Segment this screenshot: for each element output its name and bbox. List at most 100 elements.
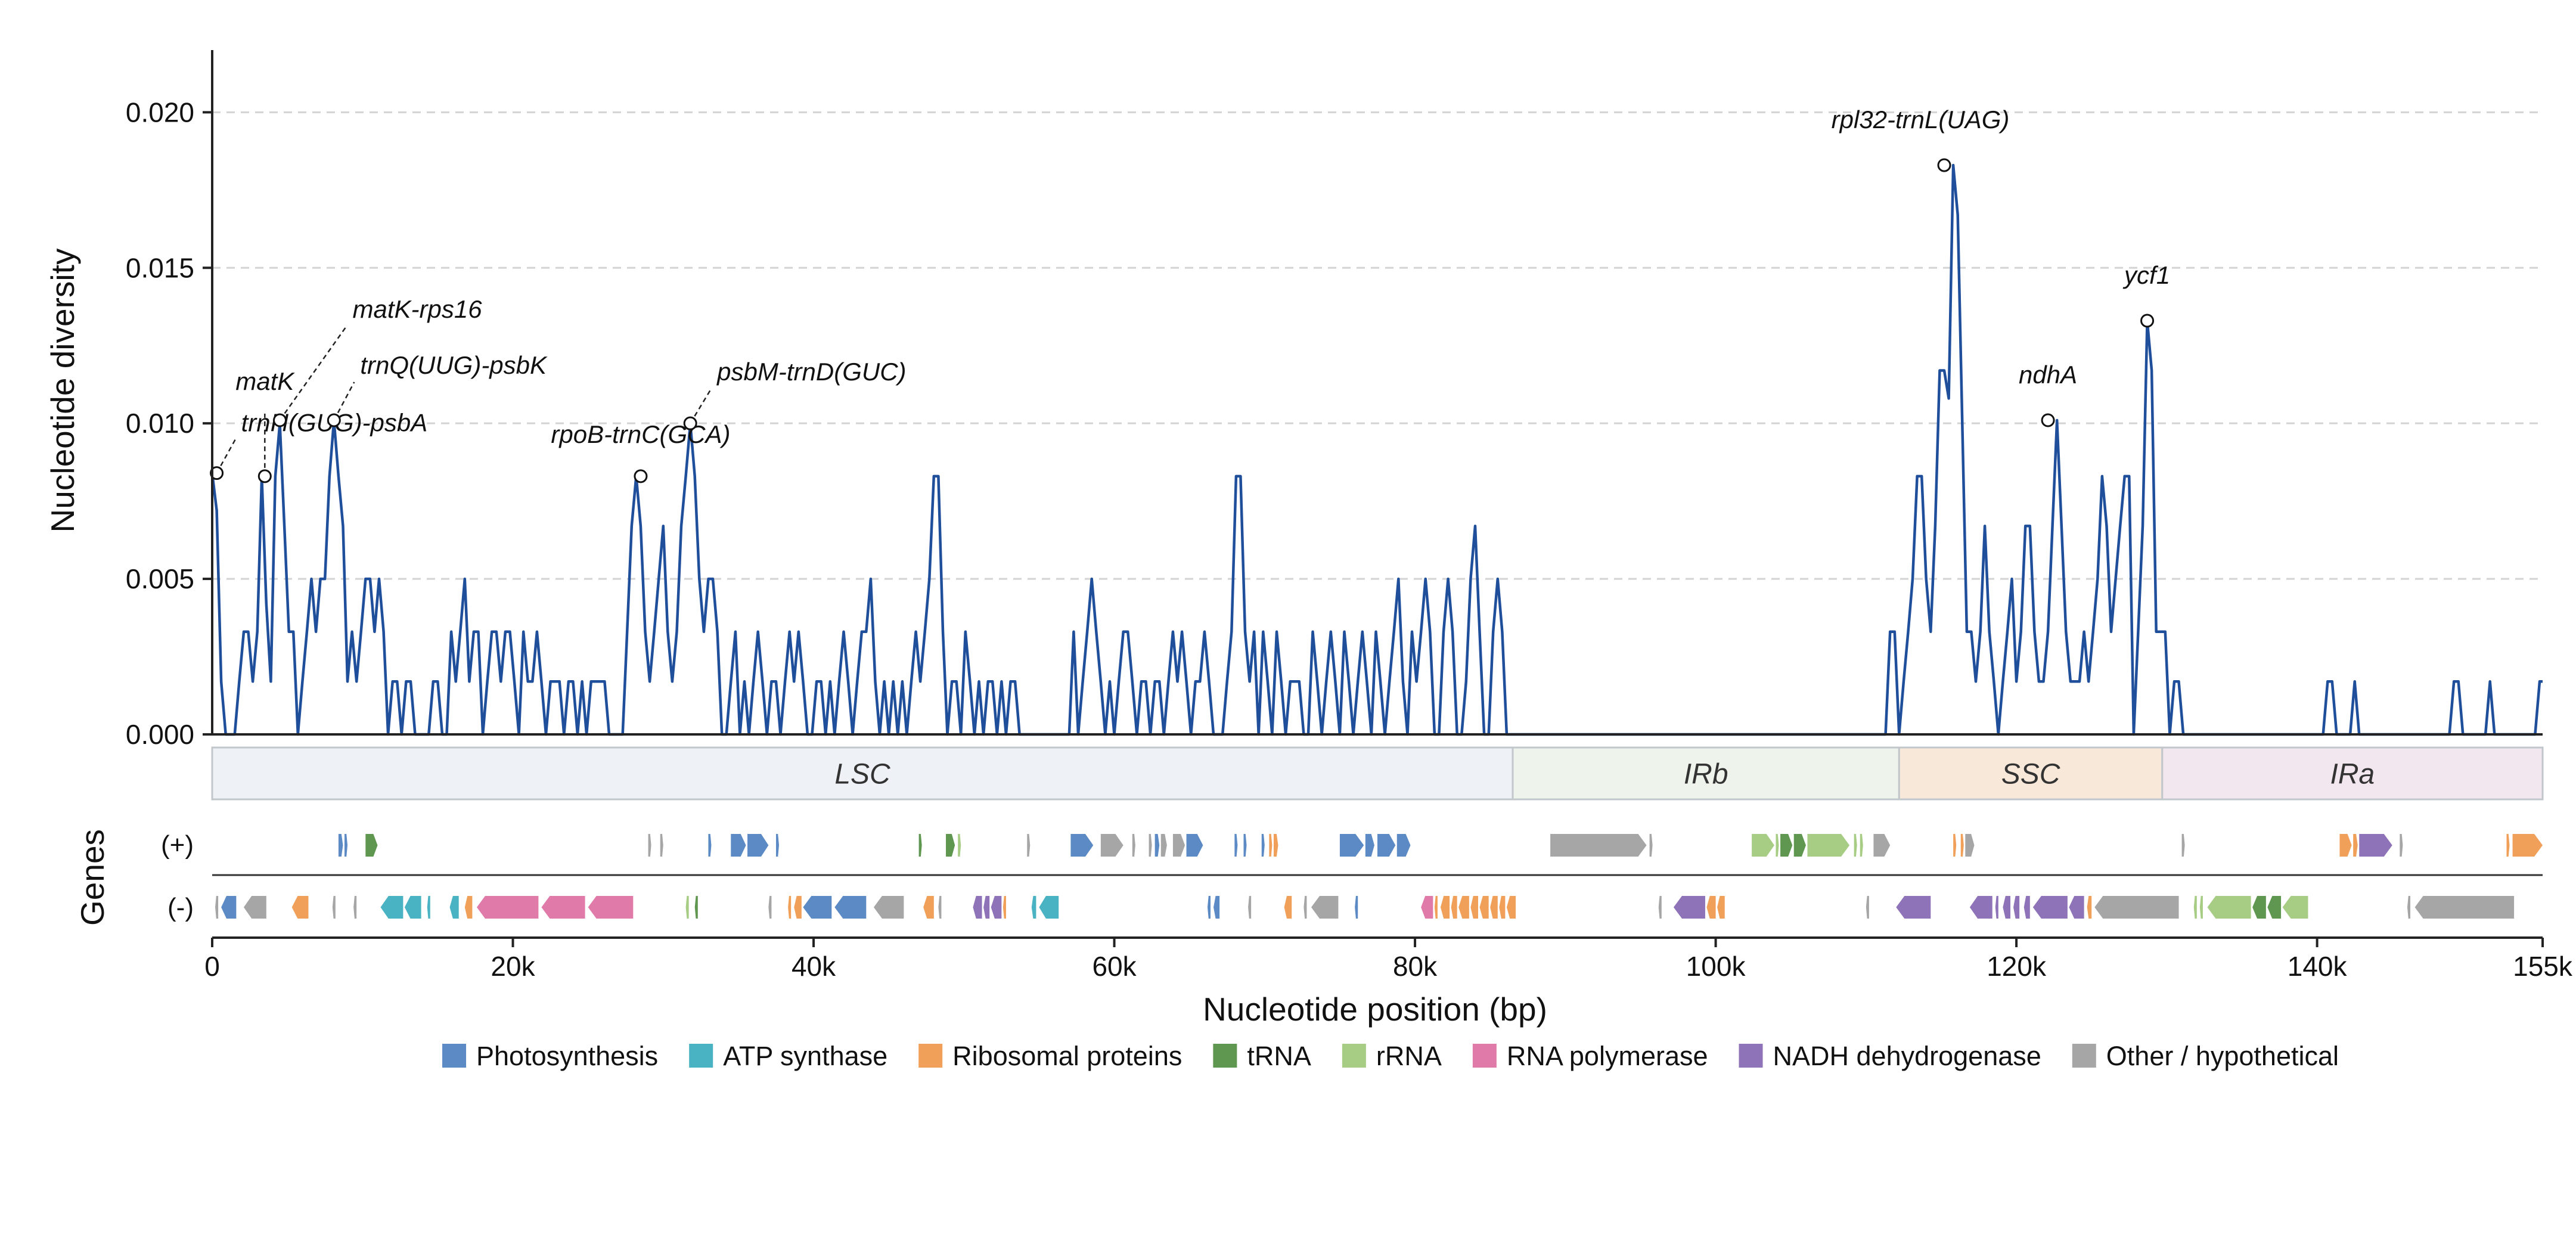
legend: Photosynthesis ATP synthase Ribosomal prot…: [442, 1041, 2339, 1071]
x-tick-label: 60k: [1092, 951, 1137, 982]
gene-minus-5: [353, 896, 357, 919]
gene-minus-55: [2003, 896, 2011, 919]
gene-plus-38: [1854, 834, 1857, 857]
peak-leader-line: [690, 388, 712, 424]
gene-plus-8: [775, 834, 780, 857]
y-tick-label: 0.020: [126, 97, 194, 128]
gene-plus-41: [1953, 834, 1957, 857]
gene-minus-3: [291, 896, 309, 919]
peak-marker: [2140, 314, 2155, 328]
gene-plus-23: [1243, 834, 1247, 857]
legend-swatch: [2072, 1044, 2096, 1068]
gene-plus-2: [365, 834, 378, 857]
gene-plus-26: [1273, 834, 1278, 857]
gene-minus-10: [464, 896, 473, 919]
gene-minus-63: [2199, 896, 2203, 919]
gene-plus-36: [1793, 834, 1806, 857]
gene-minus-15: [694, 896, 698, 919]
gene-plus-33: [1752, 834, 1774, 857]
x-tick-label: 0: [204, 951, 220, 982]
gene-minus-34: [1303, 896, 1307, 919]
gene-minus-54: [1995, 896, 1998, 919]
gene-plus-37: [1807, 834, 1850, 857]
legend-swatch: [1739, 1044, 1763, 1068]
x-axis-title: Nucleotide position (bp): [1203, 991, 1547, 1028]
gene-minus-14: [685, 896, 689, 919]
legend-label: Other / hypothetical: [2106, 1041, 2339, 1071]
region-label: SSC: [2001, 759, 2060, 790]
peak-marker: [683, 416, 697, 430]
gene-minus-57: [2023, 896, 2030, 919]
gene-plus-10: [946, 834, 955, 857]
gene-plus-25: [1269, 834, 1273, 857]
gene-plus-5: [708, 834, 712, 857]
legend-swatch: [1342, 1044, 1366, 1068]
gene-plus-12: [1027, 834, 1031, 857]
gene-plus-22: [1234, 834, 1238, 857]
peak-label: psbM-trnD(GUC): [716, 358, 906, 386]
gene-plus-47: [2359, 834, 2392, 857]
diversity-series-line: [210, 163, 2543, 736]
gene-minus-64: [2207, 896, 2251, 919]
peak-label: matK: [235, 367, 295, 395]
gene-minus-11: [476, 896, 539, 919]
gene-plus-17: [1154, 834, 1160, 857]
gene-minus-67: [2282, 896, 2308, 919]
gene-plus-50: [2512, 834, 2543, 857]
legend-swatch: [918, 1044, 943, 1068]
peak-marker: [1937, 158, 1951, 172]
gene-plus-35: [1780, 834, 1793, 857]
gene-plus-44: [2181, 834, 2185, 857]
gene-minus-68: [2407, 896, 2411, 919]
axes: 0.000 0.005 0.010 0.015 0.020 0 20k 40k 60k 80k 10…: [126, 50, 2573, 982]
gene-minus-20: [834, 896, 867, 919]
gene-plus-24: [1261, 834, 1265, 857]
gene-plus-18: [1160, 834, 1167, 857]
gene-minus-6: [380, 896, 404, 919]
gene-minus-27: [1003, 896, 1006, 919]
y-tick-label: 0.010: [126, 408, 194, 439]
gene-minus-51: [1866, 896, 1869, 919]
gene-minus-7: [404, 896, 421, 919]
gene-minus-59: [2069, 896, 2084, 919]
gene-plus-11: [958, 834, 961, 857]
gene-minus-35: [1311, 896, 1339, 919]
gene-plus-31: [1550, 834, 1647, 857]
gene-minus-38: [1434, 896, 1438, 919]
gene-minus-46: [1506, 896, 1516, 919]
gene-minus-0: [215, 896, 219, 919]
gene-plus-16: [1149, 834, 1152, 857]
gene-minus-2: [243, 896, 266, 919]
gene-minus-39: [1440, 896, 1450, 919]
x-tick-label: 155k: [2513, 951, 2573, 982]
peak-marker: [2041, 413, 2055, 427]
gene-plus-29: [1377, 834, 1396, 857]
peak-label: trnQ(UUG)-psbK: [360, 351, 548, 379]
gene-minus-19: [803, 896, 832, 919]
legend-label: RNA polymerase: [1507, 1041, 1708, 1071]
gene-minus-66: [2267, 896, 2282, 919]
gene-plus-7: [747, 834, 769, 857]
legend-label: tRNA: [1247, 1041, 1311, 1071]
gene-minus-26: [991, 896, 1002, 919]
gene-plus-46: [2353, 834, 2358, 857]
peak-leader-line: [279, 325, 347, 421]
region-label: IRb: [1684, 759, 1728, 790]
gene-minus-60: [2087, 896, 2092, 919]
gene-plus-39: [1860, 834, 1863, 857]
peak-marker: [257, 469, 272, 483]
genome-region-bar: LSC IRb SSC IRa: [211, 746, 2544, 801]
legend-swatch: [689, 1044, 713, 1068]
gene-plus-9: [918, 834, 922, 857]
gene-minus-33: [1284, 896, 1292, 919]
gene-minus-52: [1896, 896, 1931, 919]
peak-label: matK-rps16: [353, 295, 483, 323]
gene-minus-4: [332, 896, 336, 919]
gene-minus-45: [1499, 896, 1506, 919]
genes-track-title: Genes: [74, 829, 111, 926]
y-tick-label: 0.015: [126, 252, 194, 283]
x-tick-label: 140k: [2288, 951, 2348, 982]
gene-plus-34: [1776, 834, 1779, 857]
gene-track: [212, 834, 2543, 919]
gene-minus-42: [1470, 896, 1479, 919]
